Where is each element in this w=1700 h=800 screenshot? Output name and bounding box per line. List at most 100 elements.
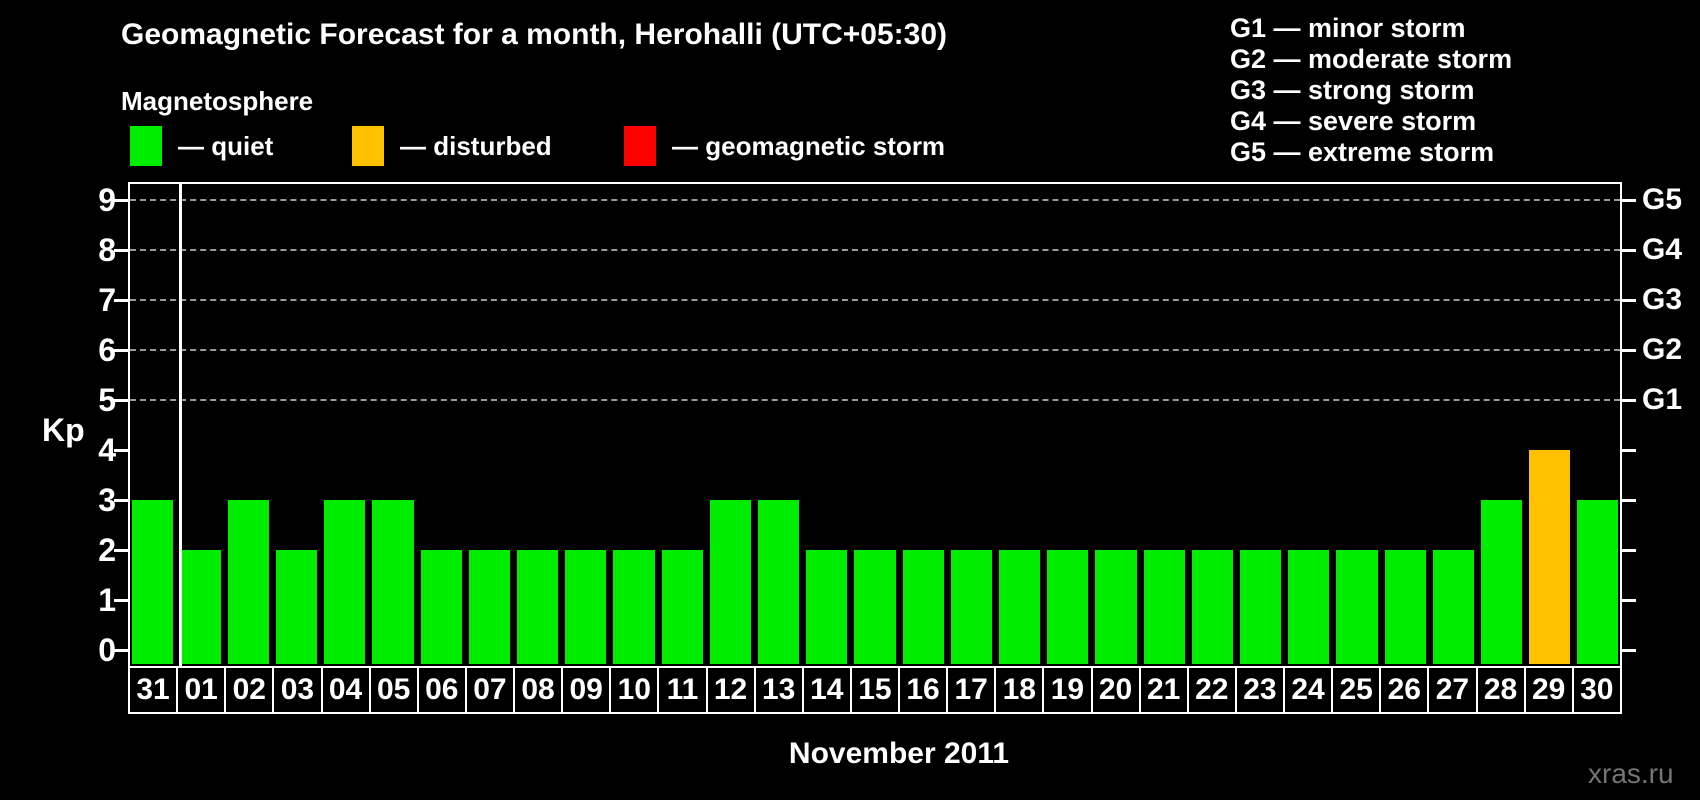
storm-scale-legend: G1 — minor storm G2 — moderate storm G3 … — [1230, 13, 1512, 168]
storm-scale-g4: G4 — severe storm — [1230, 106, 1477, 136]
y-tick-right-3 — [1622, 498, 1636, 502]
g-scale-label-g5: G5 — [1642, 183, 1683, 216]
day-label-27: 27 — [1429, 668, 1478, 712]
y-tick-right-6 — [1622, 348, 1636, 352]
plot-area — [128, 182, 1622, 668]
day-label-19: 19 — [1044, 668, 1093, 712]
gridline-kp8 — [130, 249, 1620, 251]
y-tick-left-5 — [114, 398, 128, 402]
legend-item-quiet: — quiet — [130, 126, 273, 166]
y-tick-right-1 — [1622, 598, 1636, 602]
y-tick-right-7 — [1622, 298, 1636, 302]
gridline-kp6 — [130, 349, 1620, 351]
g-scale-label-g4: G4 — [1642, 233, 1683, 266]
day-label-02: 02 — [226, 668, 275, 712]
legend-label-storm: — geomagnetic storm — [672, 130, 946, 161]
kp-bar-day-24 — [1288, 550, 1330, 664]
y-tick-left-9 — [114, 198, 128, 202]
kp-bar-day-01 — [179, 550, 221, 664]
kp-bar-day-09 — [565, 550, 607, 664]
day-label-08: 08 — [515, 668, 564, 712]
kp-bar-day-08 — [517, 550, 559, 664]
gridline-kp7 — [130, 299, 1620, 301]
kp-bar-day-14 — [806, 550, 848, 664]
legend-label-disturbed: — disturbed — [400, 130, 552, 161]
day-label-16: 16 — [900, 668, 949, 712]
y-tick-left-6 — [114, 348, 128, 352]
y-tick-left-1 — [114, 598, 128, 602]
y-tick-left-2 — [114, 548, 128, 552]
day-label-21: 21 — [1141, 668, 1189, 712]
kp-bar-day-29 — [1529, 450, 1571, 664]
chart-title: Geomagnetic Forecast for a month, Heroha… — [121, 18, 948, 51]
storm-scale-g5: G5 — extreme storm — [1230, 137, 1495, 167]
kp-bar-day-20 — [1095, 550, 1137, 664]
kp-bar-day-04 — [324, 500, 366, 664]
day-label-29: 29 — [1526, 668, 1574, 712]
g-scale-label-g3: G3 — [1642, 283, 1683, 316]
kp-bar-day-12 — [709, 500, 751, 664]
disturbed-color-swatch — [352, 126, 384, 166]
legend-heading: Magnetosphere — [121, 86, 314, 116]
kp-bar-day-10 — [613, 550, 655, 664]
y-tick-left-8 — [114, 248, 128, 252]
storm-scale-g3: G3 — strong storm — [1230, 75, 1475, 105]
day-label-14: 14 — [804, 668, 852, 712]
day-label-15: 15 — [852, 668, 900, 712]
storm-scale-g1: G1 — minor storm — [1230, 13, 1466, 43]
y-tick-right-0 — [1622, 648, 1636, 652]
quiet-color-swatch — [130, 126, 162, 166]
y-tick-label-3: 3 — [98, 482, 116, 518]
day-label-17: 17 — [948, 668, 997, 712]
gridline-kp5 — [130, 399, 1620, 401]
kp-bar-day-17 — [950, 550, 992, 664]
day-label-22: 22 — [1189, 668, 1237, 712]
kp-bar-day-07 — [468, 550, 511, 664]
day-label-24: 24 — [1285, 668, 1334, 712]
y-tick-label-0: 0 — [98, 632, 116, 668]
day-label-23: 23 — [1237, 668, 1285, 712]
x-axis-label: November 2011 — [788, 737, 1010, 770]
kp-bar-day-11 — [661, 550, 703, 664]
kp-bar-day-23 — [1239, 550, 1282, 664]
day-label-25: 25 — [1333, 668, 1382, 712]
g-scale-label-g1: G1 — [1642, 383, 1683, 416]
kp-bar-day-25 — [1336, 550, 1378, 664]
day-label-06: 06 — [419, 668, 467, 712]
day-label-07: 07 — [467, 668, 515, 712]
g-scale-label-g2: G2 — [1642, 333, 1683, 366]
day-label-18: 18 — [996, 668, 1045, 712]
kp-bar-day-26 — [1384, 550, 1426, 664]
kp-bar-day-21 — [1143, 550, 1185, 664]
day-label-31: 31 — [130, 668, 179, 712]
y-tick-label-9: 9 — [98, 182, 116, 218]
storm-color-swatch — [624, 126, 656, 166]
day-label-12: 12 — [708, 668, 756, 712]
kp-bar-day-30 — [1577, 500, 1619, 664]
day-label-03: 03 — [274, 668, 323, 712]
y-tick-right-9 — [1622, 198, 1636, 202]
kp-bar-day-05 — [372, 500, 414, 664]
day-label-26: 26 — [1381, 668, 1430, 712]
kp-bar-day-03 — [276, 550, 318, 664]
kp-bar-day-06 — [420, 550, 462, 664]
y-tick-right-8 — [1622, 248, 1636, 252]
day-label-09: 09 — [563, 668, 612, 712]
y-tick-label-6: 6 — [98, 332, 116, 368]
day-label-04: 04 — [323, 668, 371, 712]
day-label-11: 11 — [659, 668, 708, 712]
legend-item-disturbed: — disturbed — [352, 126, 552, 166]
y-tick-right-5 — [1622, 398, 1636, 402]
day-label-28: 28 — [1478, 668, 1526, 712]
day-label-20: 20 — [1093, 668, 1141, 712]
legend-item-storm: — geomagnetic storm — [624, 126, 945, 166]
kp-bar-day-27 — [1432, 550, 1474, 664]
y-tick-left-0 — [114, 648, 128, 652]
kp-bar-day-15 — [854, 550, 896, 664]
kp-bar-day-16 — [902, 550, 944, 664]
kp-bar-day-13 — [758, 500, 800, 664]
day-label-13: 13 — [756, 668, 804, 712]
y-tick-label-7: 7 — [98, 282, 116, 318]
y-tick-left-3 — [114, 498, 128, 502]
